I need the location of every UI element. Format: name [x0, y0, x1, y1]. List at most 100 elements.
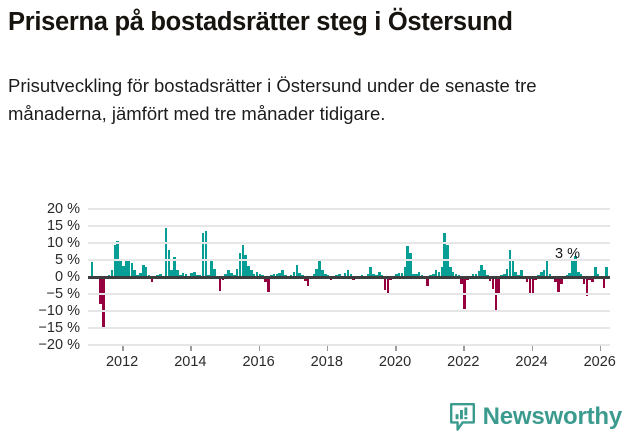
bar-chart-speech-bubble-icon	[449, 403, 475, 431]
bar	[545, 260, 549, 277]
bar	[127, 259, 131, 277]
bar	[130, 262, 134, 277]
bar	[338, 273, 341, 277]
y-axis-tick-label: 10 %	[46, 235, 80, 251]
bar	[144, 267, 148, 277]
bar	[386, 277, 390, 295]
x-axis-tick	[463, 345, 465, 351]
bar	[124, 260, 128, 277]
bar	[440, 266, 444, 277]
bar	[463, 277, 466, 310]
bar	[281, 270, 284, 277]
bar	[346, 270, 350, 277]
bar	[508, 249, 512, 277]
bar	[255, 271, 259, 277]
bar	[213, 268, 216, 277]
bar	[201, 232, 205, 277]
bar	[378, 272, 381, 277]
bar	[397, 272, 401, 277]
bar	[159, 273, 162, 277]
bar	[110, 269, 114, 277]
bar	[451, 271, 455, 277]
y-axis-tick-label: −5 %	[46, 286, 80, 302]
zero-line	[88, 275, 610, 279]
gridline	[88, 293, 610, 295]
bar	[568, 272, 572, 277]
bar	[505, 269, 509, 277]
gridline	[88, 310, 610, 312]
gridline	[88, 242, 610, 244]
bar	[113, 244, 117, 277]
bar	[230, 272, 233, 277]
x-axis-tick-label: 2012	[105, 354, 139, 370]
page-title: Priserna på bostadsrätter steg i Östersu…	[8, 8, 513, 36]
x-axis-tick-label: 2014	[174, 354, 207, 370]
bar	[190, 273, 193, 277]
x-axis-tick-label: 2022	[447, 354, 480, 370]
bar	[480, 264, 483, 277]
x-axis-tick-label: 2026	[583, 354, 616, 370]
bar	[554, 277, 557, 282]
bar	[602, 277, 606, 288]
bar	[432, 273, 435, 277]
bar	[454, 273, 458, 277]
bar	[142, 265, 145, 277]
bar	[409, 252, 412, 277]
bar	[119, 259, 122, 277]
bar	[369, 266, 373, 277]
x-axis-tick-label: 2020	[378, 354, 412, 370]
bar	[173, 257, 176, 277]
bar	[443, 233, 446, 277]
bar	[497, 277, 500, 296]
bar	[540, 271, 543, 277]
newsworthy-logo: Newsworthy	[449, 403, 622, 431]
bar	[267, 277, 270, 292]
last-value-annotation: 3 %	[555, 245, 580, 262]
bar	[557, 277, 560, 293]
bar	[559, 277, 563, 284]
bar	[278, 272, 282, 277]
bar	[90, 261, 94, 277]
bar	[193, 272, 196, 277]
y-axis-tick-label: 20 %	[46, 201, 80, 217]
bar	[520, 270, 523, 277]
bar	[306, 277, 310, 286]
bar	[247, 266, 250, 277]
bar	[298, 272, 301, 277]
x-axis: 2012 2014 2016 2018 2020 2022 2024 2026	[88, 344, 616, 391]
bar	[571, 260, 574, 277]
y-axis-tick-label: 15 %	[46, 218, 80, 234]
y-axis-tick-label: −15 %	[38, 320, 80, 336]
x-axis-tick-label: 2024	[515, 354, 548, 370]
bar	[460, 277, 463, 284]
bar	[102, 277, 105, 329]
plot-area	[88, 208, 610, 346]
bar	[133, 270, 137, 277]
bar	[491, 277, 495, 289]
x-axis-tick	[395, 345, 397, 351]
y-axis-tick-label: −10 %	[38, 303, 80, 319]
bar	[389, 277, 392, 281]
bar	[139, 272, 142, 277]
bar	[417, 272, 421, 277]
bar	[426, 277, 429, 286]
bar	[514, 272, 518, 277]
bar	[221, 277, 225, 281]
bar	[372, 273, 375, 277]
gridline	[88, 208, 610, 210]
y-axis-labels: 20 % 15 % 10 % 5 % 0 % −5 % −10 % −15 % −20 %	[0, 201, 80, 353]
x-axis-tick	[326, 345, 329, 351]
bar	[304, 277, 307, 282]
bar	[412, 273, 415, 277]
bar	[238, 253, 242, 277]
bar	[585, 277, 589, 296]
y-axis-tick-label: −20 %	[38, 337, 80, 353]
x-axis-tick-label: 2018	[310, 354, 343, 370]
bar	[224, 273, 228, 277]
bar	[446, 244, 449, 277]
bar	[511, 261, 515, 277]
y-axis-tick-label: 0 %	[55, 269, 80, 285]
bar	[383, 277, 387, 290]
bar	[474, 273, 478, 277]
